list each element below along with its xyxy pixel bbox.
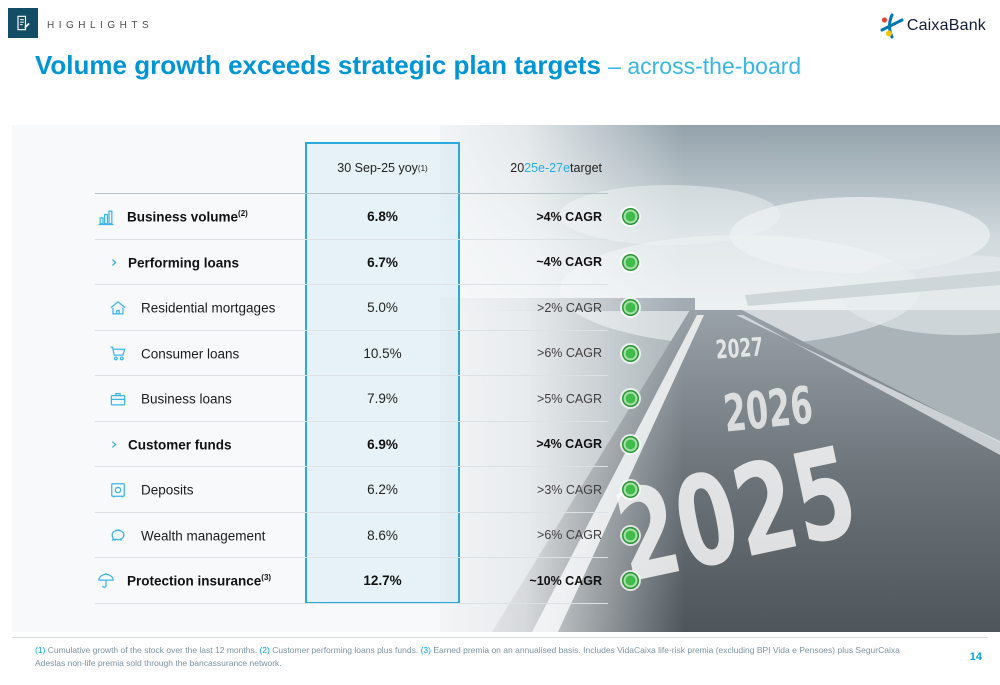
row-target: >5% CAGR <box>537 391 602 406</box>
page-title-main: Volume growth exceeds strategic plan tar… <box>35 50 601 80</box>
row-label: Wealth management <box>141 528 266 543</box>
row-value: 5.0% <box>367 300 398 316</box>
row-business-loans: Business loans 7.9% >5% CAGR <box>95 376 652 422</box>
row-value: 8.6% <box>367 527 398 543</box>
row-value: 10.5% <box>363 345 402 361</box>
safe-deposit-icon <box>107 479 129 501</box>
row-label: Residential mortgages <box>141 300 276 316</box>
row-label: Performing loans <box>128 255 240 270</box>
chevron-right-icon <box>109 433 119 455</box>
page-number: 14 <box>969 651 982 663</box>
road-year-2027: 2027 <box>715 333 764 366</box>
briefcase-icon <box>107 388 129 410</box>
row-label: Business loans <box>141 391 232 407</box>
status-on-track-icon <box>621 208 639 226</box>
row-divider <box>95 602 608 604</box>
status-on-track-icon <box>621 572 639 590</box>
row-value: 6.9% <box>367 436 398 452</box>
row-target: >4% CAGR <box>536 209 602 224</box>
row-label: Deposits <box>141 482 194 498</box>
document-pencil-icon <box>17 15 30 31</box>
umbrella-icon <box>95 570 117 592</box>
status-on-track-icon <box>621 253 639 271</box>
shopping-cart-icon <box>107 342 129 364</box>
row-target: >3% CAGR <box>537 482 602 497</box>
row-business-volume: Business volume(2) 6.8% >4% CAGR <box>95 194 652 240</box>
footer-divider <box>12 637 988 638</box>
brand-logo: CaixaBank <box>878 13 986 39</box>
row-target: >6% CAGR <box>537 346 602 361</box>
page-title-suffix: – across-the-board <box>608 53 802 79</box>
section-eyebrow: HIGHLIGHTS <box>47 20 154 31</box>
page-title: Volume growth exceeds strategic plan tar… <box>35 50 801 81</box>
highlights-section-icon <box>8 8 38 38</box>
column-header-target: 20 25e-27e target <box>510 161 602 175</box>
row-label: Protection insurance(3) <box>127 573 272 589</box>
row-target: >4% CAGR <box>536 437 602 452</box>
row-label: Customer funds <box>128 437 232 452</box>
row-performing-loans: Performing loans 6.7% ~4% CAGR <box>95 240 652 285</box>
brand-name: CaixaBank <box>906 17 986 34</box>
column-header-period: 30 Sep-25 yoy (1) <box>337 161 428 175</box>
caixabank-star-icon <box>880 13 904 39</box>
status-on-track-icon <box>621 435 639 453</box>
row-wealth-management: Wealth management 8.6% >6% CAGR <box>95 513 652 558</box>
row-value: 6.2% <box>367 482 398 498</box>
chevron-right-icon <box>109 251 119 273</box>
row-customer-funds: Customer funds 6.9% >4% CAGR <box>95 422 652 467</box>
footnotes: (1) Cumulative growth of the stock over … <box>35 645 900 669</box>
results-table: 30 Sep-25 yoy (1) 20 25e-27e target Busine… <box>95 142 652 604</box>
house-icon <box>107 297 129 319</box>
status-on-track-icon <box>621 299 639 317</box>
row-target: >6% CAGR <box>537 528 602 543</box>
status-on-track-icon <box>621 344 639 362</box>
row-deposits: Deposits 6.2% >3% CAGR <box>95 467 652 513</box>
row-target: ~4% CAGR <box>536 255 602 270</box>
row-protection-insurance: Protection insurance(3) 12.7% ~10% CAGR <box>95 558 652 604</box>
row-target: >2% CAGR <box>537 300 602 315</box>
piggy-bank-icon <box>107 524 129 546</box>
status-on-track-icon <box>621 390 639 408</box>
row-label: Business volume(2) <box>127 209 248 225</box>
status-on-track-icon <box>621 526 639 544</box>
row-label: Consumer loans <box>141 346 240 361</box>
row-value: 6.8% <box>367 209 398 225</box>
status-on-track-icon <box>621 481 639 499</box>
row-value: 12.7% <box>363 573 402 589</box>
bar-chart-icon <box>95 206 117 228</box>
table-header-row: 30 Sep-25 yoy (1) 20 25e-27e target <box>95 142 652 194</box>
row-value: 7.9% <box>367 391 398 407</box>
row-residential-mortgages: Residential mortgages 5.0% >2% CAGR <box>95 285 652 331</box>
row-consumer-loans: Consumer loans 10.5% >6% CAGR <box>95 331 652 376</box>
row-target: ~10% CAGR <box>529 573 602 588</box>
row-value: 6.7% <box>367 254 398 270</box>
